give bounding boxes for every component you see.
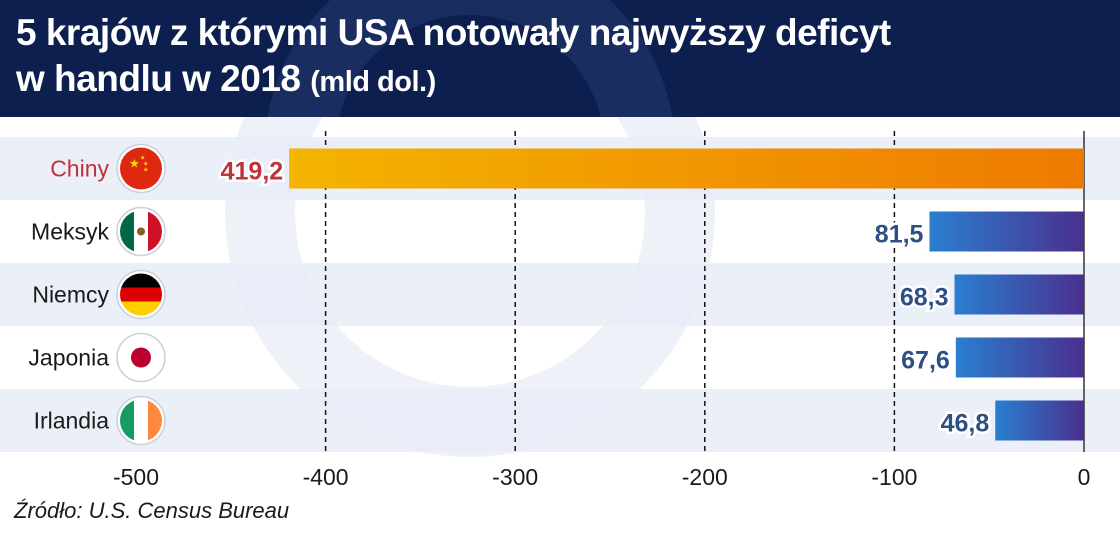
value-label: 46,8	[941, 410, 990, 438]
mexico-flag-icon	[117, 208, 165, 256]
category-label: Chiny	[50, 156, 109, 182]
category-label: Irlandia	[34, 408, 110, 434]
value-label: 419,2	[221, 158, 284, 186]
germany-flag-icon	[117, 271, 165, 319]
value-label: 68,3	[900, 284, 949, 312]
x-tick-label: -400	[303, 464, 349, 490]
bar-japonia	[956, 338, 1084, 378]
svg-text:★: ★	[140, 155, 145, 162]
source-note: Źródło: U.S. Census Bureau	[14, 498, 289, 524]
svg-text:★: ★	[143, 161, 148, 168]
row-band	[0, 263, 1120, 326]
x-tick-label: -300	[492, 464, 538, 490]
svg-text:★: ★	[129, 157, 140, 171]
bar-chiny	[289, 149, 1084, 189]
bar-niemcy	[955, 275, 1084, 315]
category-label: Japonia	[28, 345, 109, 371]
value-label: 67,6	[901, 347, 950, 375]
x-tick-label: -100	[871, 464, 917, 490]
china-flag-icon: ★ ★★★	[117, 145, 165, 193]
title-line-2-text: w handlu w 2018	[16, 58, 300, 99]
ireland-flag-icon	[117, 397, 165, 445]
category-label: Niemcy	[32, 282, 109, 308]
svg-text:★: ★	[143, 167, 148, 174]
bar-irlandia	[995, 401, 1084, 441]
value-label: 81,5	[875, 221, 924, 249]
bar-meksyk	[929, 212, 1084, 252]
x-tick-label: -500	[113, 464, 159, 490]
title-unit: (mld dol.)	[310, 66, 435, 98]
category-label: Meksyk	[31, 219, 109, 245]
title-line-2: w handlu w 2018 (mld dol.)	[16, 56, 891, 105]
chart-title: 5 krajów z którymi USA notowały najwyższ…	[16, 10, 891, 105]
japan-flag-icon	[117, 334, 165, 382]
x-tick-label: 0	[1078, 464, 1091, 490]
header: 5 krajów z którymi USA notowały najwyższ…	[0, 0, 1120, 117]
title-line-1: 5 krajów z którymi USA notowały najwyższ…	[16, 10, 891, 56]
x-tick-label: -200	[682, 464, 728, 490]
x-axis-ticks: -500 -400 -300 -200 -100 0	[113, 464, 1090, 490]
